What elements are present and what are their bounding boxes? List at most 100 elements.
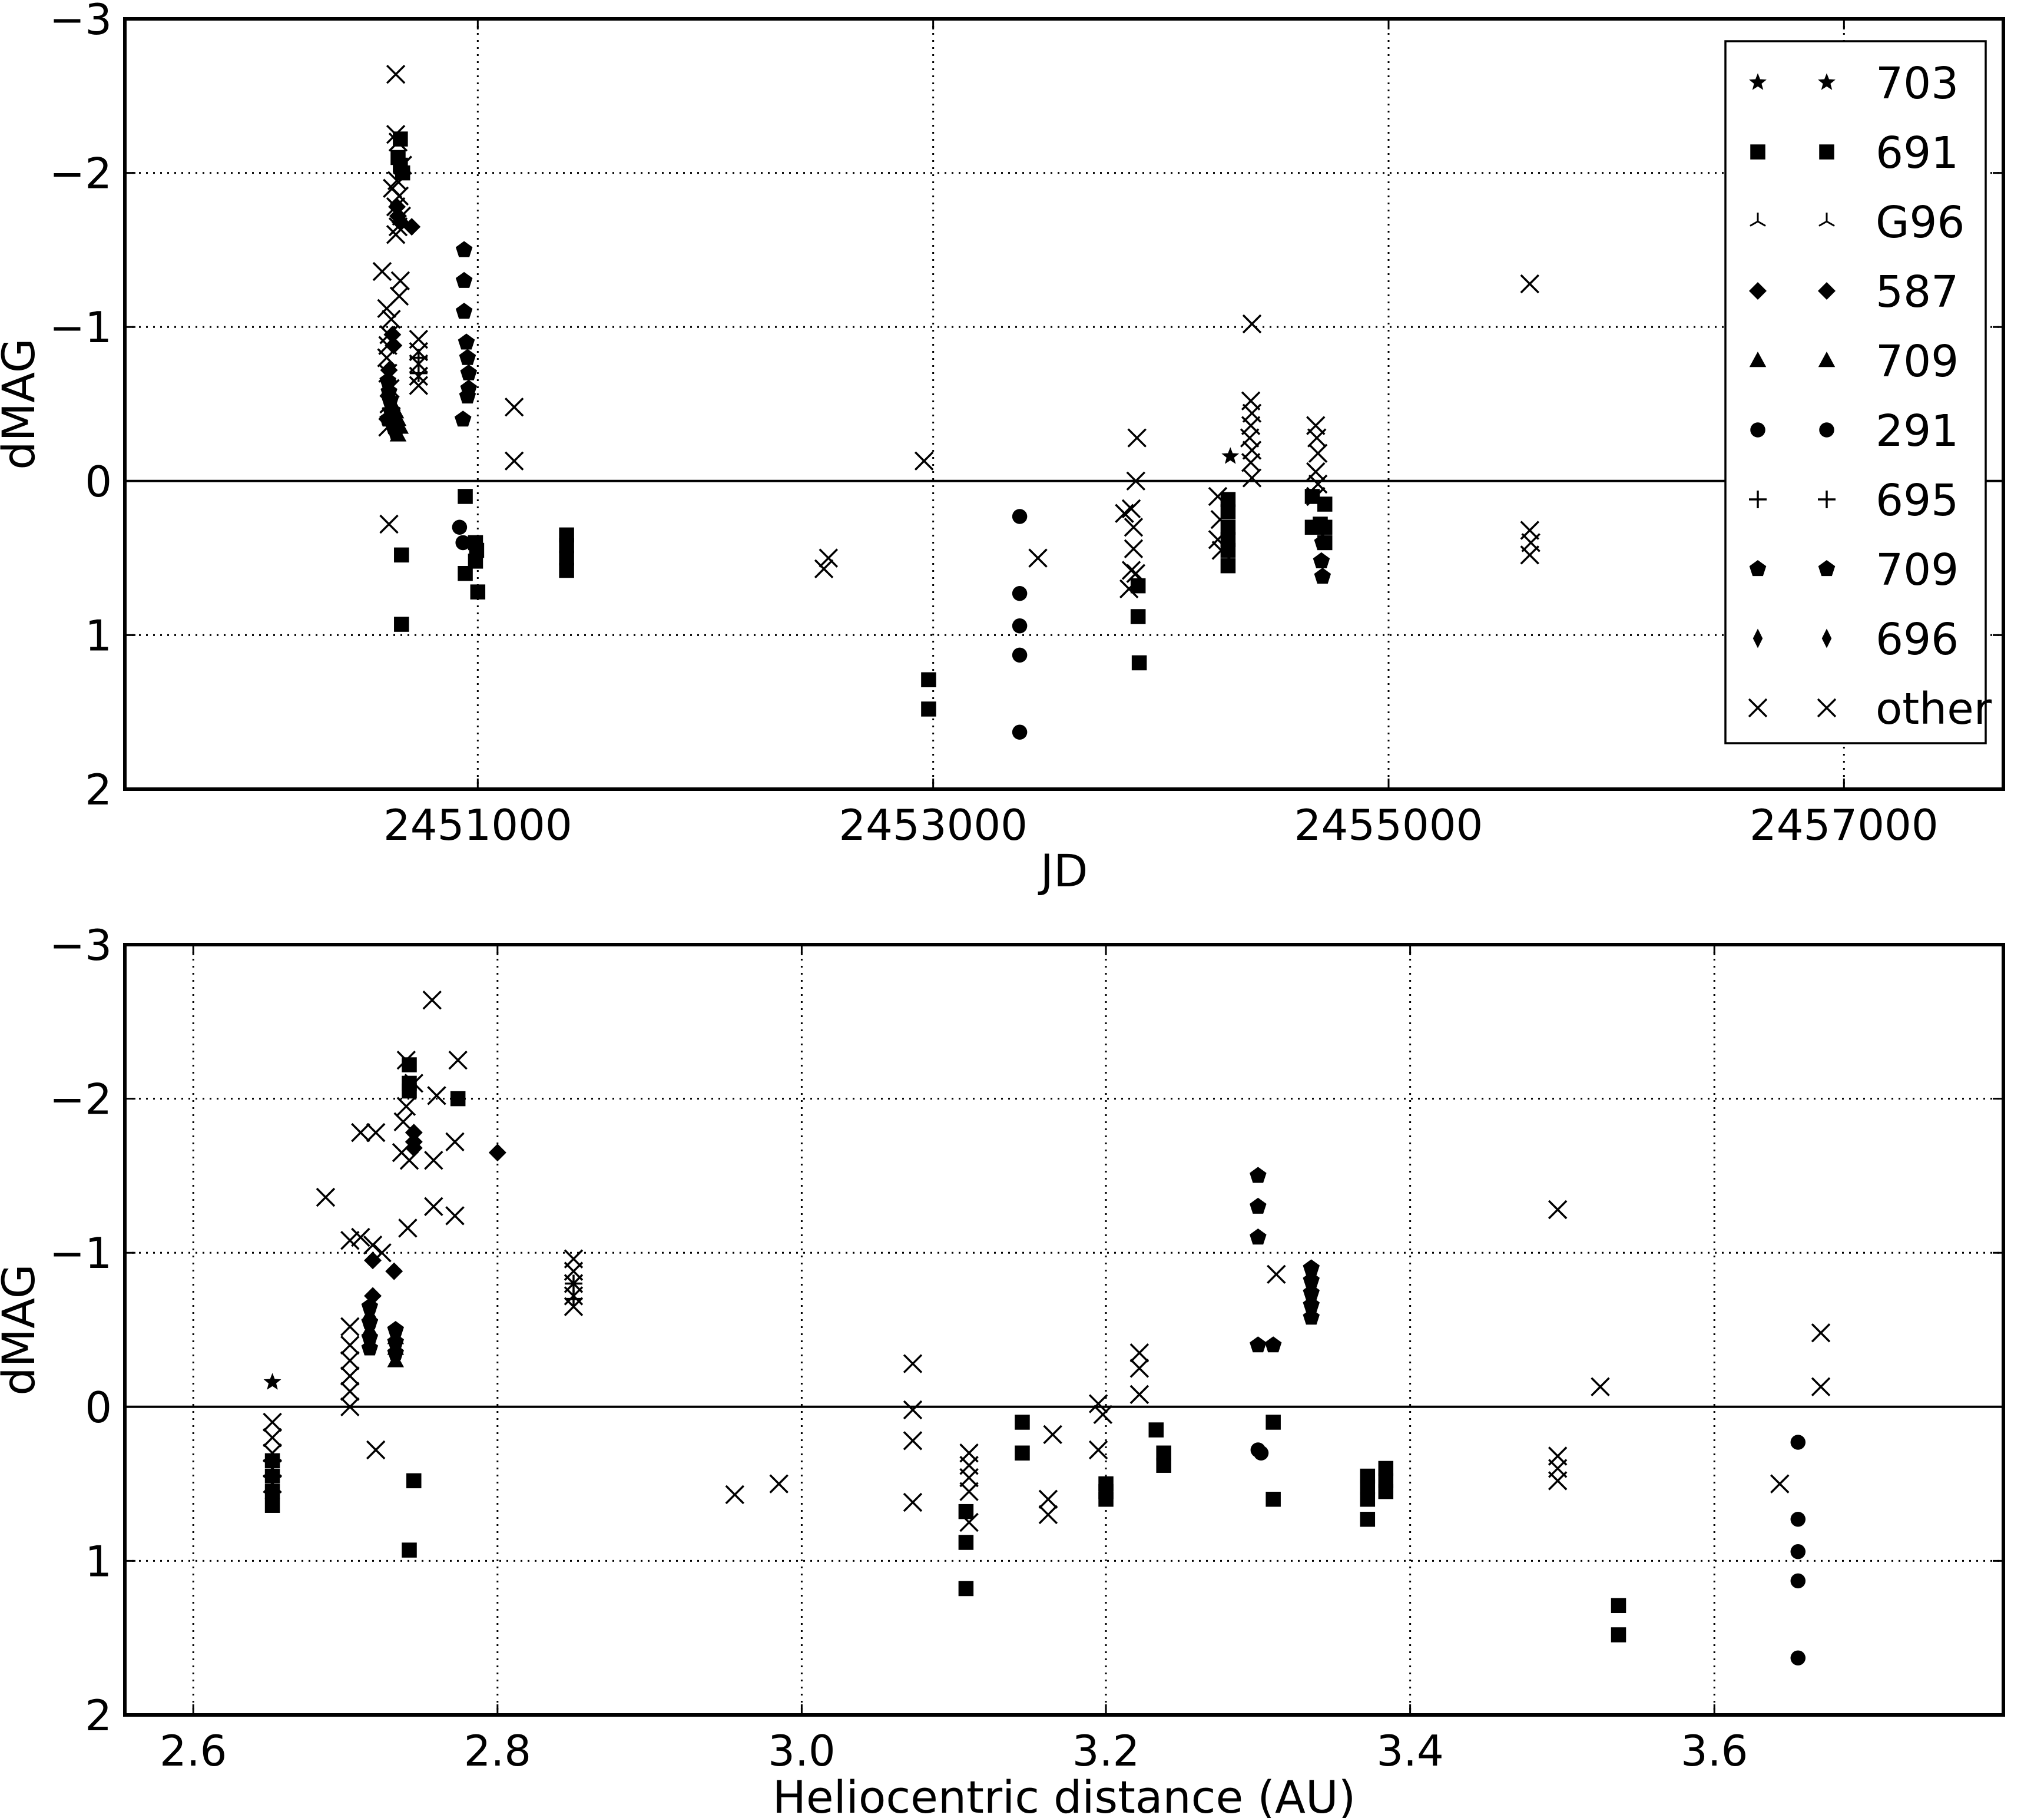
data-point: [340, 1231, 360, 1250]
marker-shape: [1015, 1445, 1030, 1461]
data-point: [1129, 1359, 1149, 1378]
data-point: [398, 1218, 418, 1238]
data-point: [1093, 1405, 1113, 1425]
marker-shape: [402, 1542, 417, 1558]
data-point: [1038, 1489, 1058, 1509]
marker-shape: [1242, 314, 1262, 334]
data-point: [814, 559, 834, 579]
x-tick-label: 3.0: [768, 1726, 836, 1776]
marker-shape: [1124, 518, 1144, 537]
marker-shape: [1818, 560, 1836, 577]
marker-shape: [351, 1227, 370, 1247]
marker-shape: [1314, 568, 1331, 584]
marker-shape: [361, 1305, 379, 1322]
data-point: [366, 1440, 386, 1460]
legend-marker: [1750, 144, 1765, 160]
marker-shape: [1250, 1336, 1267, 1353]
marker-shape: [340, 1366, 360, 1386]
marker-shape: [1266, 1492, 1281, 1507]
data-point: [1790, 1573, 1806, 1589]
data-point: [1314, 568, 1331, 584]
legend-marker: [1818, 491, 1836, 508]
series-pentagon: [361, 1167, 1320, 1360]
marker-shape: [424, 1151, 443, 1170]
data-point: [1548, 1200, 1568, 1220]
marker-shape: [1121, 561, 1141, 580]
data-point: [264, 1483, 280, 1499]
marker-shape: [958, 1535, 974, 1550]
marker-shape: [1818, 282, 1836, 300]
data-point: [921, 672, 936, 688]
data-point: [559, 562, 574, 578]
series-x: [263, 990, 1831, 1532]
data-point: [1611, 1627, 1626, 1643]
data-point: [1304, 489, 1320, 504]
marker-shape: [409, 349, 428, 367]
legend-label: 696: [1876, 614, 1959, 665]
data-point: [1131, 655, 1147, 671]
marker-shape: [340, 1335, 360, 1355]
legend-marker: [1749, 352, 1767, 367]
marker-shape: [1520, 545, 1539, 565]
data-point: [1790, 1435, 1806, 1450]
marker-shape: [903, 1354, 923, 1373]
marker-shape: [398, 1218, 418, 1238]
legend-marker: [1818, 352, 1836, 367]
marker-shape: [390, 271, 410, 290]
marker-shape: [393, 131, 408, 147]
marker-shape: [1818, 213, 1835, 227]
data-point: [351, 1227, 370, 1247]
legend-marker: [1818, 560, 1836, 577]
data-point: [1043, 1425, 1062, 1445]
series-star: [1221, 447, 1240, 464]
marker-shape: [263, 1428, 282, 1448]
data-point: [1250, 1228, 1267, 1245]
series-plus: [564, 1274, 582, 1308]
x-axis-label: Heliocentric distance (AU): [773, 1771, 1356, 1818]
data-point: [361, 1339, 379, 1356]
data-point: [1088, 1394, 1108, 1413]
data-point: [458, 333, 475, 350]
data-point: [1303, 1284, 1320, 1300]
data-point: [452, 519, 468, 535]
y-tick-label: −1: [49, 303, 112, 352]
marker-shape: [409, 376, 429, 395]
marker-shape: [340, 1351, 360, 1370]
marker-shape: [1307, 428, 1327, 448]
data-point: [264, 1498, 280, 1513]
marker-shape: [455, 535, 471, 551]
data-point: [1303, 1309, 1320, 1325]
chart-distance-panel: 2.6 2.8 3.0 3.2 3.4 3.6 −3 −2 −1 0 1 2 Heliocentric …: [0, 920, 2005, 1818]
data-point: [488, 1144, 506, 1162]
data-point: [459, 349, 476, 365]
series-pentagon: [379, 241, 1331, 584]
marker-shape: [1749, 73, 1767, 90]
marker-shape: [1220, 504, 1236, 519]
data-point: [1303, 1259, 1320, 1276]
marker-shape: [564, 1290, 582, 1308]
marker-shape: [394, 617, 409, 632]
marker-shape: [1749, 560, 1767, 577]
data-point: [263, 1373, 281, 1390]
data-point: [405, 1139, 423, 1157]
data-point: [1313, 552, 1330, 568]
marker-shape: [445, 1132, 465, 1152]
marker-shape: [819, 548, 839, 568]
x-tick-label: 2453000: [839, 800, 1028, 850]
data-point: [424, 1151, 443, 1170]
data-point: [379, 372, 396, 388]
x-tick-label: 2457000: [1750, 800, 1939, 850]
marker-shape: [1267, 1264, 1286, 1284]
marker-shape: [263, 1373, 281, 1390]
x-tick-label: 2451000: [383, 800, 572, 850]
x-tick-label: 2.8: [464, 1726, 532, 1776]
data-point: [1266, 1492, 1281, 1507]
data-point: [394, 547, 409, 563]
data-point: [1242, 314, 1262, 334]
marker-shape: [264, 1468, 280, 1484]
series-diamond: [380, 198, 421, 379]
marker-shape: [1266, 1415, 1281, 1430]
legend-entry: 691: [1750, 128, 1959, 178]
data-point: [387, 1352, 405, 1367]
marker-shape: [1314, 534, 1331, 550]
